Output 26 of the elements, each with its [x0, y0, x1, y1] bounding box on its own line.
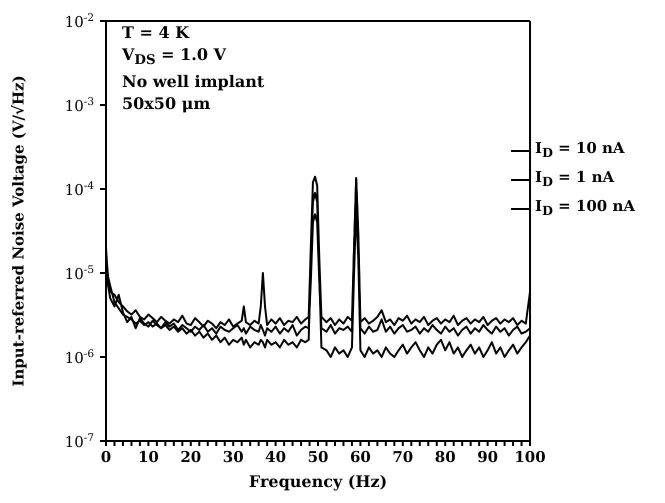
y-tick-label: 10$^{-3}$ [64, 96, 94, 115]
x-tick-label: 30 [222, 448, 244, 466]
x-tick-label: 100 [514, 448, 546, 466]
x-tick-label: 60 [350, 448, 371, 466]
x-tick-label: 80 [434, 448, 456, 466]
text: 50x50 μm [122, 94, 210, 114]
x-axis-title: Frequency (Hz) [248, 472, 388, 491]
legend-label: I$_{D}$ = 10 nA [535, 138, 625, 162]
y-tick-label: 10$^{-6}$ [64, 348, 94, 367]
legend-label: I$_{D}$ = 100 nA [535, 196, 635, 220]
x-tick-label: 50 [308, 448, 328, 466]
text: T = 4 K [122, 23, 190, 42]
x-tick-label: 70 [392, 448, 414, 466]
x-tick-label: 90 [477, 448, 498, 466]
y-tick-label: 10$^{-5}$ [64, 264, 94, 283]
x-tick-label: 0 [100, 448, 112, 466]
x-tick-label: 40 [265, 448, 286, 466]
y-tick-label: 10$^{-2}$ [64, 12, 94, 31]
y-axis-title: Input-referred Noise Voltage (V/√Hz) [9, 75, 28, 387]
x-tick-label: 20 [180, 448, 202, 466]
text: No well implant [122, 72, 264, 92]
y-tick-label: 10$^{-4}$ [64, 180, 94, 199]
x-tick-label: 10 [138, 448, 159, 466]
legend-label: I$_{D}$ = 1 nA [535, 167, 614, 191]
y-tick-label: 10$^{-7}$ [64, 432, 94, 451]
text: V$_{DS}$ = 1.0 V [122, 45, 226, 68]
